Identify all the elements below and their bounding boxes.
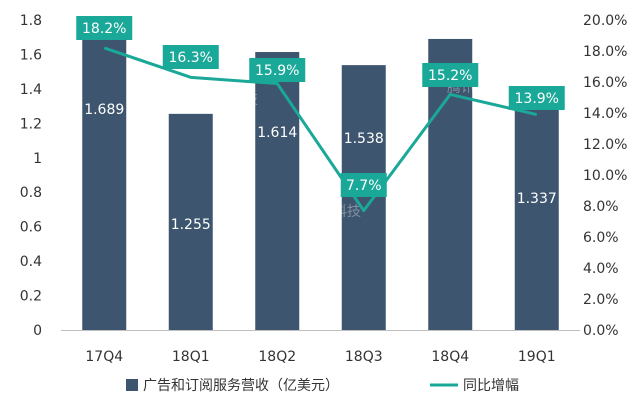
line-value-label: 15.2% [428,68,472,84]
right-axis-tick-label: 20.0% [583,13,627,29]
line-value-label: 18.2% [82,21,126,37]
left-axis-tick-label: 1.4 [20,82,42,98]
watermark-text: 腾讯科技 [202,91,258,108]
line-label-box [249,58,306,82]
left-axis-tick-label: 0.6 [20,220,42,236]
right-axis-tick-label: 16.0% [583,75,627,91]
right-axis-tick-label: 10.0% [583,168,627,184]
x-axis-tick-label: 18Q1 [172,349,210,365]
legend-bar-swatch [126,379,138,391]
bar [514,99,559,330]
line-label-box [76,16,133,40]
left-axis-tick-label: 1.6 [20,47,42,63]
left-axis-tick-label: 1.2 [20,116,42,132]
left-axis-tick-label: 1.8 [20,13,42,29]
bar [341,65,386,330]
bar [82,39,127,330]
watermark-text: 腾讯科技 [305,203,361,220]
legend-line-label: 同比增幅 [463,378,519,394]
left-axis-tick-label: 0 [33,323,42,339]
bar-value-label: 1.337 [517,191,557,207]
line-value-label: 13.9% [515,91,559,107]
growth-line [103,46,538,213]
right-axis-tick-label: 4.0% [583,261,619,277]
right-axis-tick-label: 18.0% [583,44,627,60]
left-axis-tick-label: 0.4 [20,254,42,270]
line-label-box [422,63,479,87]
left-axis-tick-label: 0.2 [20,289,42,305]
x-axis-tick-label: 18Q2 [258,349,296,365]
x-axis-tick-label: 17Q4 [85,349,123,365]
bar [168,113,213,330]
x-axis-tick-label: 19Q1 [518,349,556,365]
right-axis-tick-label: 8.0% [583,199,619,215]
x-axis-tick-label: 18Q4 [431,349,469,365]
bar-value-label: 1.614 [257,125,297,141]
bar-value-label: 1.538 [344,131,384,147]
bar [428,38,473,330]
right-axis-tick-label: 6.0% [583,230,619,246]
line-label-box [162,45,219,69]
left-axis-tick-label: 0.8 [20,185,42,201]
right-axis-tick-label: 0.0% [583,323,619,339]
right-axis-tick-label: 14.0% [583,106,627,122]
line-label-box [340,173,387,197]
line-label-box [508,86,565,110]
bar [255,52,300,331]
line-value-label: 15.9% [255,63,299,79]
right-axis-tick-label: 12.0% [583,137,627,153]
line-value-label: 7.7% [346,178,382,194]
left-axis-tick-label: 1 [33,151,42,167]
line-value-label: 16.3% [169,50,213,66]
bar-value-label: 1.689 [84,102,124,118]
x-axis-tick-label: 18Q3 [345,349,383,365]
bar-value-label: 1.255 [171,217,211,233]
watermark-text: 腾讯科技 [105,340,161,357]
right-axis-tick-label: 2.0% [583,292,619,308]
legend-bar-label: 广告和订阅服务营收（亿美元） [143,378,339,394]
